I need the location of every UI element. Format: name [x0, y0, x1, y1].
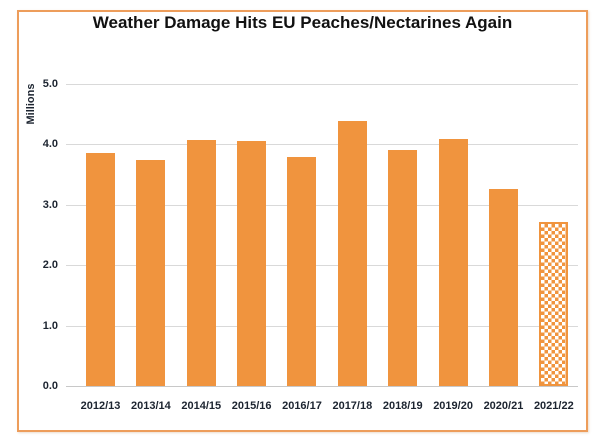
x-tick-label: 2013/14 — [130, 400, 171, 412]
bar — [186, 140, 216, 386]
y-tick-label: 3.0 — [42, 198, 58, 211]
x-tick-label: 2015/16 — [231, 400, 272, 412]
grid-line — [66, 204, 578, 206]
y-tick-label: 5.0 — [42, 77, 58, 90]
y-tick-label: 2.0 — [42, 259, 58, 271]
x-tick-label: 2020/21 — [483, 400, 524, 412]
bar — [86, 153, 115, 386]
bar — [287, 156, 317, 386]
bar — [237, 140, 267, 386]
x-tick-label: 2021/22 — [533, 400, 574, 412]
y-tick-label: 1.0 — [42, 319, 58, 332]
x-tick-label: 2017/18 — [332, 400, 373, 412]
bar — [438, 139, 468, 386]
bar-forecast — [539, 222, 569, 386]
grid-line — [66, 325, 578, 327]
chart-title: Weather Damage Hits EU Peaches/Nectarine… — [92, 13, 513, 32]
x-tick-label: 2016/17 — [282, 400, 322, 412]
x-axis-line — [66, 386, 578, 387]
x-tick-label: 2018/19 — [382, 400, 423, 412]
y-axis-label: Millions — [25, 83, 37, 125]
x-tick-label: 2014/15 — [181, 400, 222, 412]
bar — [136, 159, 166, 386]
y-tick-label: 0.0 — [42, 380, 58, 392]
x-tick-label: 2012/13 — [80, 400, 121, 412]
bar — [488, 189, 518, 386]
grid-line — [66, 144, 578, 145]
y-tick-label: 4.0 — [42, 138, 58, 150]
bar — [388, 150, 418, 386]
bar — [337, 121, 367, 386]
grid-line — [66, 83, 578, 85]
grid-line — [66, 265, 578, 266]
x-tick-label: 2019/20 — [433, 400, 473, 412]
